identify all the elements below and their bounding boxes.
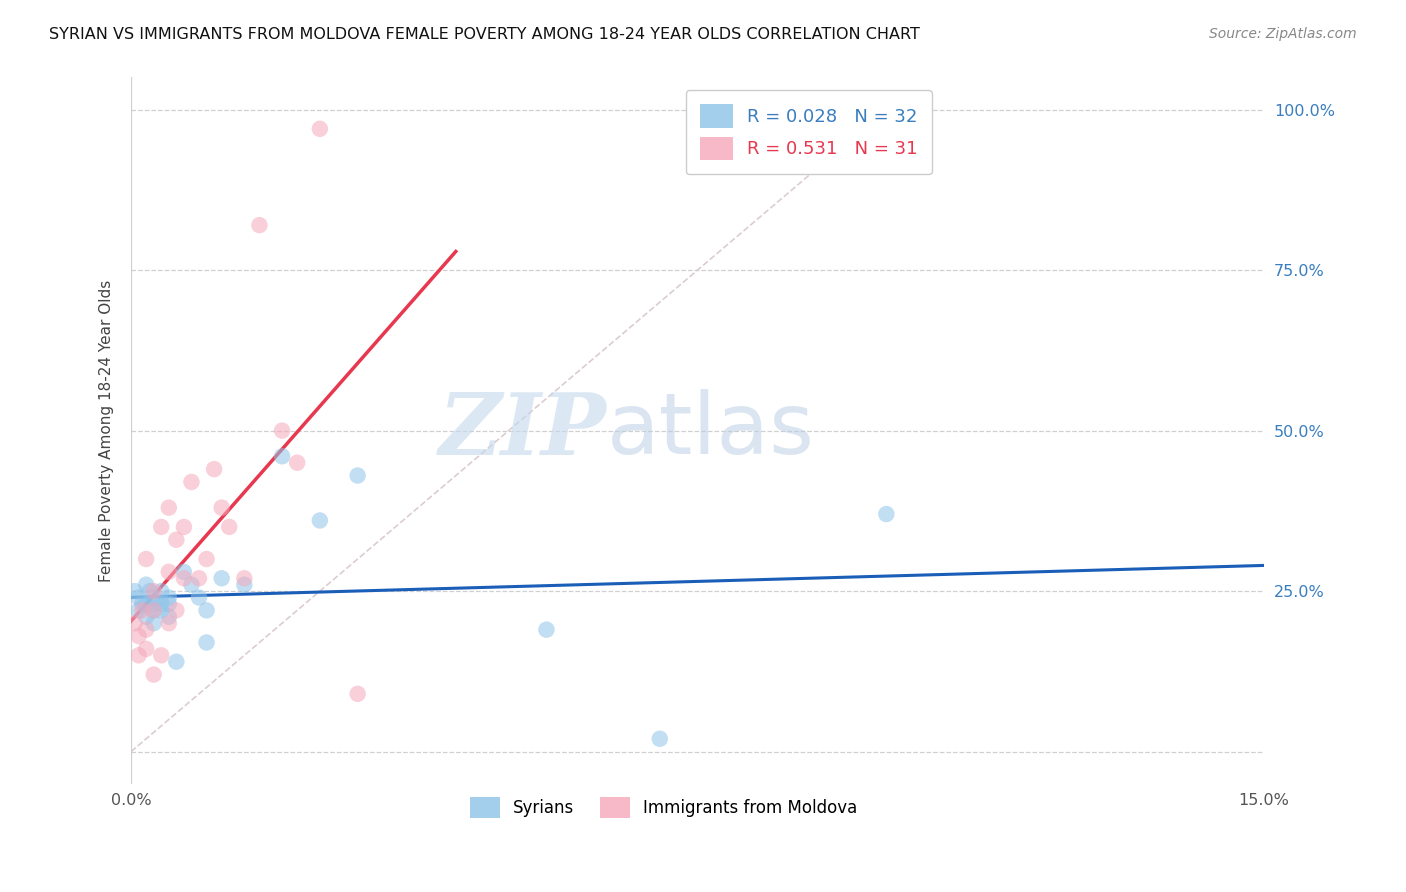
Point	[150, 520, 173, 534]
Point	[135, 597, 157, 611]
Point	[128, 629, 150, 643]
Point	[180, 577, 202, 591]
Point	[195, 635, 218, 649]
Text: SYRIAN VS IMMIGRANTS FROM MOLDOVA FEMALE POVERTY AMONG 18-24 YEAR OLDS CORRELATI: SYRIAN VS IMMIGRANTS FROM MOLDOVA FEMALE…	[49, 27, 920, 42]
Point	[124, 616, 146, 631]
Point	[157, 591, 180, 605]
Point	[165, 655, 187, 669]
Point	[139, 584, 162, 599]
Point	[128, 603, 150, 617]
Y-axis label: Female Poverty Among 18-24 Year Olds: Female Poverty Among 18-24 Year Olds	[100, 279, 114, 582]
Point	[142, 591, 165, 605]
Point	[271, 450, 294, 464]
Point	[233, 577, 256, 591]
Point	[195, 552, 218, 566]
Point	[188, 571, 211, 585]
Point	[271, 424, 294, 438]
Point	[308, 513, 330, 527]
Text: atlas: atlas	[607, 389, 815, 472]
Point	[128, 648, 150, 663]
Point	[142, 597, 165, 611]
Text: Source: ZipAtlas.com: Source: ZipAtlas.com	[1209, 27, 1357, 41]
Point	[165, 533, 187, 547]
Point	[195, 603, 218, 617]
Point	[135, 577, 157, 591]
Point	[124, 584, 146, 599]
Point	[218, 520, 240, 534]
Point	[157, 500, 180, 515]
Point	[142, 603, 165, 617]
Point	[131, 603, 153, 617]
Point	[150, 597, 173, 611]
Point	[308, 121, 330, 136]
Point	[165, 603, 187, 617]
Point	[536, 623, 558, 637]
Point	[180, 475, 202, 489]
Point	[142, 603, 165, 617]
Point	[875, 507, 897, 521]
Point	[202, 462, 225, 476]
Point	[142, 616, 165, 631]
Point	[173, 565, 195, 579]
Point	[135, 552, 157, 566]
Point	[188, 591, 211, 605]
Legend: Syrians, Immigrants from Moldova: Syrians, Immigrants from Moldova	[464, 790, 863, 825]
Point	[346, 468, 368, 483]
Point	[135, 609, 157, 624]
Point	[135, 641, 157, 656]
Point	[150, 603, 173, 617]
Text: ZIP: ZIP	[439, 389, 607, 473]
Point	[211, 500, 233, 515]
Point	[150, 584, 173, 599]
Point	[211, 571, 233, 585]
Point	[233, 571, 256, 585]
Point	[157, 609, 180, 624]
Point	[285, 456, 308, 470]
Point	[157, 565, 180, 579]
Point	[131, 597, 153, 611]
Point	[157, 597, 180, 611]
Point	[157, 616, 180, 631]
Point	[142, 667, 165, 681]
Point	[150, 648, 173, 663]
Point	[173, 520, 195, 534]
Point	[128, 591, 150, 605]
Point	[346, 687, 368, 701]
Point	[173, 571, 195, 585]
Point	[249, 218, 271, 232]
Point	[135, 623, 157, 637]
Point	[648, 731, 671, 746]
Point	[142, 584, 165, 599]
